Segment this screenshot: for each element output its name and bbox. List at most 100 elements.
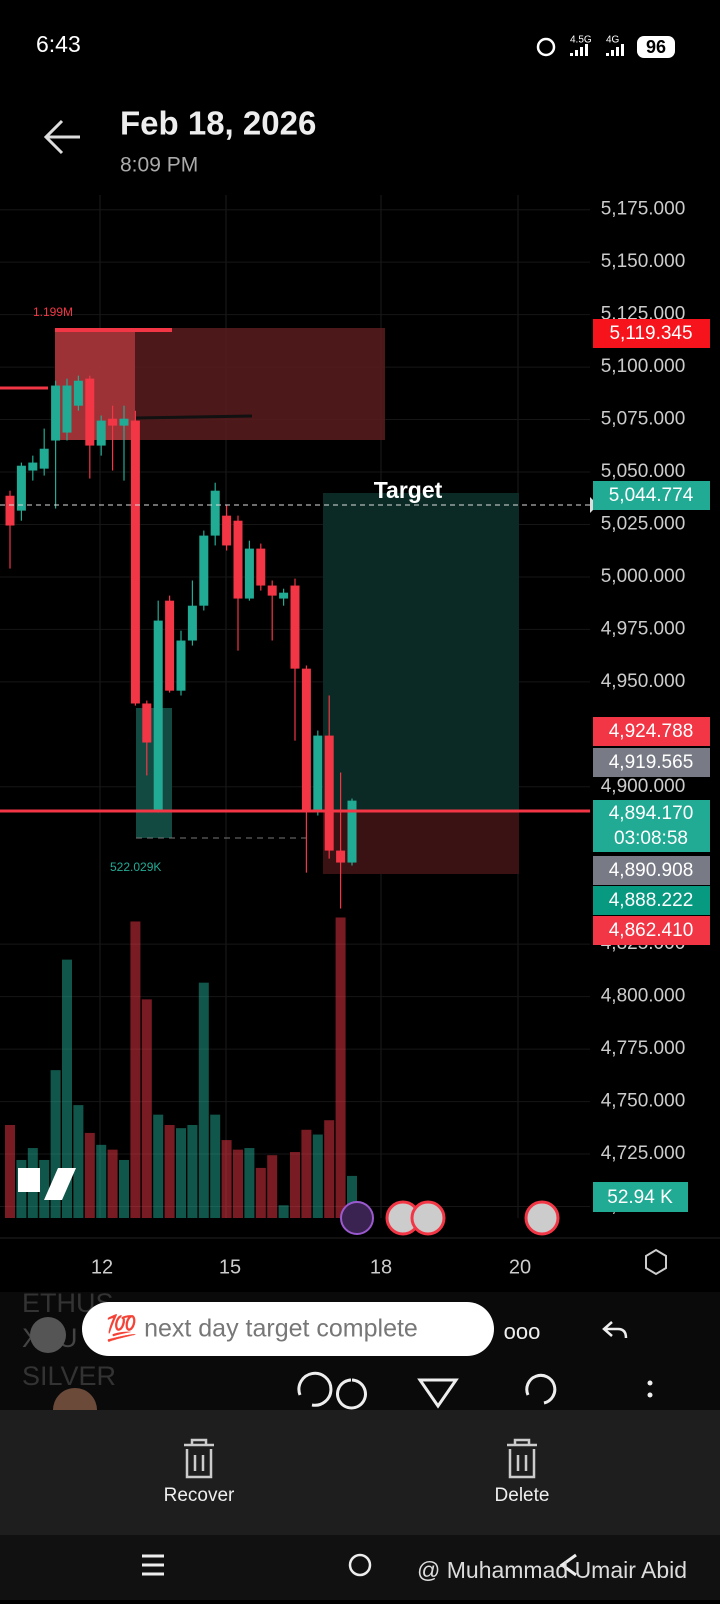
nav-home[interactable] xyxy=(348,1553,372,1577)
candle-body xyxy=(73,380,83,406)
volume-bar xyxy=(107,1149,118,1218)
y-tick-label: 5,175.000 xyxy=(601,199,686,220)
event-icon xyxy=(524,1200,560,1236)
x-label: 18 xyxy=(370,1256,392,1278)
candle-body xyxy=(233,520,243,599)
candle-body xyxy=(187,605,197,641)
y-tick-label: 5,100.000 xyxy=(601,356,686,377)
volume-bar xyxy=(84,1132,95,1218)
candle-body xyxy=(279,592,289,599)
nav-recents[interactable] xyxy=(142,1554,164,1576)
volume-bar xyxy=(50,1070,61,1218)
volume-bar xyxy=(119,1159,129,1218)
price-tag-label: 4,919.565 xyxy=(609,752,694,773)
candle-body xyxy=(324,735,334,851)
candle-body xyxy=(165,600,175,691)
candle-body xyxy=(85,378,95,446)
alarm-icon xyxy=(536,37,556,57)
candle-body xyxy=(130,420,140,704)
x-label: 15 xyxy=(219,1256,241,1278)
avatar xyxy=(30,1317,66,1353)
tv-logo xyxy=(18,1168,76,1200)
menu-dot[interactable] xyxy=(647,1380,653,1386)
volume-bar xyxy=(312,1134,323,1218)
price-tag-label: 4,862.410 xyxy=(609,920,694,941)
volume-bar xyxy=(198,982,209,1218)
more-icon[interactable]: ooo xyxy=(504,1319,541,1344)
price-tag xyxy=(593,748,710,777)
price-tag xyxy=(593,481,710,510)
price-tag xyxy=(593,717,710,746)
back-button[interactable] xyxy=(43,119,80,155)
drawn-line xyxy=(135,414,253,420)
candle-body xyxy=(336,850,346,863)
volume-bar xyxy=(96,1144,107,1218)
volume-bar xyxy=(62,959,72,1218)
nav-back[interactable] xyxy=(559,1553,577,1577)
ticker: SILVER xyxy=(22,1361,116,1391)
delete-icon[interactable] xyxy=(507,1438,537,1479)
volume-bar xyxy=(267,1155,278,1218)
signal-icon xyxy=(570,44,624,56)
price-tag xyxy=(593,800,710,852)
candle-body xyxy=(39,448,49,469)
x-label: 12 xyxy=(91,1256,113,1278)
candle-body xyxy=(210,490,220,536)
share-icons[interactable] xyxy=(297,1371,557,1410)
volume-bar xyxy=(130,921,141,1218)
recover-button[interactable]: Recover xyxy=(164,1485,235,1506)
volume-bar xyxy=(39,1159,50,1218)
volume-bar xyxy=(221,1140,232,1218)
action-bar xyxy=(0,1410,720,1535)
menu-dot[interactable] xyxy=(647,1392,653,1398)
candle-body xyxy=(176,640,186,691)
candle-body xyxy=(267,585,277,596)
delete-button[interactable]: Delete xyxy=(495,1485,550,1506)
recover-icon[interactable] xyxy=(184,1438,214,1479)
price-tag xyxy=(593,856,710,885)
candle-body xyxy=(244,548,254,599)
volume-bar xyxy=(347,1175,357,1218)
y-tick-label: 5,050.000 xyxy=(601,461,686,482)
volume-annotation: 522.029K xyxy=(110,860,161,874)
battery-level: 96 xyxy=(646,37,666,57)
price-tag xyxy=(593,916,710,945)
event-icon xyxy=(410,1200,446,1236)
target-label: Target xyxy=(374,477,443,503)
settings-icon[interactable] xyxy=(645,1248,667,1276)
x-label: 20 xyxy=(509,1256,531,1278)
watermark: @ Muhammad Umair Abid xyxy=(417,1557,687,1583)
volume-tag xyxy=(593,1182,688,1212)
candle-body xyxy=(96,420,106,446)
header-time: 8:09 PM xyxy=(120,154,198,177)
y-tick-label: 5,025.000 xyxy=(601,513,686,534)
volume-bar xyxy=(244,1148,255,1218)
target-zone xyxy=(323,493,519,811)
volume-bar xyxy=(290,1152,300,1218)
volume-bar xyxy=(164,1124,175,1218)
undo-icon[interactable] xyxy=(602,1321,628,1339)
volume-bar xyxy=(210,1114,221,1218)
volume-bar xyxy=(187,1124,198,1218)
y-tick-label: 4,775.000 xyxy=(601,1038,686,1059)
volume-bar xyxy=(5,1124,15,1218)
price-tag-label: 4,924.788 xyxy=(609,721,694,742)
y-tick-label: 4,900.000 xyxy=(601,776,686,797)
candle-body xyxy=(28,462,38,471)
price-tag-label: 5,119.345 xyxy=(609,323,692,344)
y-tick-label: 4,975.000 xyxy=(601,618,686,639)
volume-bar xyxy=(324,1120,335,1218)
y-tick-label: 4,750.000 xyxy=(601,1091,686,1112)
candle-body xyxy=(62,385,72,433)
candle-body xyxy=(108,418,118,426)
volume-bar xyxy=(153,1114,164,1218)
price-tag-label: 4,894.170 xyxy=(609,803,694,824)
price-tag-label: 4,890.908 xyxy=(609,860,694,881)
volume-bar xyxy=(255,1167,266,1218)
price-tag-label: 4,888.222 xyxy=(609,890,694,911)
y-tick-label: 5,075.000 xyxy=(601,409,686,430)
volume-tag-label: 52.94 K xyxy=(607,1187,673,1208)
candle-body xyxy=(5,495,15,526)
y-tick-label: 4,800.000 xyxy=(601,986,686,1007)
